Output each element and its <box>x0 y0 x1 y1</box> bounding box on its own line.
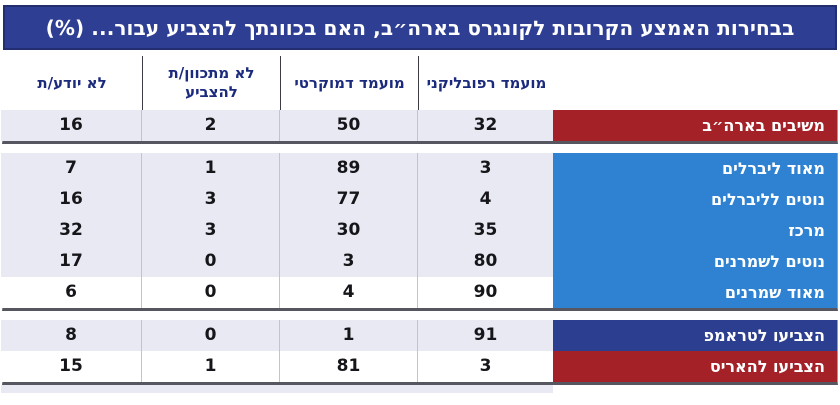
value-cell: 32 <box>1 215 141 246</box>
value-cell: 91 <box>417 320 553 351</box>
value-cell: 8 <box>1 320 141 351</box>
row-label: מאוד ליברלים <box>553 153 837 184</box>
value-cell: 7 <box>1 153 141 184</box>
value-cell: 89 <box>279 153 417 184</box>
table-row: נוטים לליברלים 4 77 3 16 <box>1 184 837 215</box>
header-republican-candidate: מועמד רפובליקני <box>418 56 554 110</box>
table-row: מרכז 35 30 3 32 <box>1 215 837 246</box>
table-row: מאוד ליברלים 3 89 1 7 <box>1 153 837 184</box>
bottom-stripe <box>1 385 553 393</box>
value-cell: 50 <box>279 110 417 141</box>
value-cell: 4 <box>279 277 417 308</box>
row-label: מאוד שמרנים <box>553 277 837 308</box>
row-label: נוטים לליברלים <box>553 184 837 215</box>
table-row: נוטים לשמרנים 80 3 0 17 <box>1 246 837 277</box>
header-spacer <box>554 56 838 110</box>
value-cell: 3 <box>141 215 279 246</box>
value-cell: 17 <box>1 246 141 277</box>
value-cell: 1 <box>141 351 279 382</box>
value-cell: 0 <box>141 320 279 351</box>
value-cell: 1 <box>279 320 417 351</box>
value-cell: 4 <box>417 184 553 215</box>
header-not-intending-to-vote: לא מתכוון/ת להצביע <box>142 56 280 110</box>
header-row: מועמד רפובליקני מועמד דמוקרטי לא מתכוון/… <box>2 56 838 110</box>
value-cell: 16 <box>1 110 141 141</box>
title-bar: בבחירות האמצע הקרובות לקונגרס בארה״ב, הא… <box>3 5 837 50</box>
bottom-strip-spacer <box>553 385 837 393</box>
value-cell: 1 <box>141 153 279 184</box>
value-cell: 3 <box>417 153 553 184</box>
value-cell: 32 <box>417 110 553 141</box>
table-row: הצביעו לטראמפ 91 1 0 8 <box>1 320 837 351</box>
table-row: מאוד שמרנים 90 4 0 6 <box>1 277 837 308</box>
row-label: מרכז <box>553 215 837 246</box>
header-democratic-candidate: מועמד דמוקרטי <box>280 56 418 110</box>
value-cell: 2 <box>141 110 279 141</box>
value-cell: 0 <box>141 246 279 277</box>
table-row: משיבים בארה״ב 32 50 2 16 <box>1 110 837 141</box>
table-block: הצביעו לטראמפ 91 1 0 8 הצביעו להאריס 3 81 1 15 <box>1 320 838 385</box>
bottom-strip-row <box>1 385 837 393</box>
value-cell: 0 <box>141 277 279 308</box>
value-cell: 3 <box>141 184 279 215</box>
row-label: נוטים לשמרנים <box>553 246 837 277</box>
table-block: משיבים בארה״ב 32 50 2 16 <box>1 110 838 144</box>
value-cell: 80 <box>417 246 553 277</box>
value-cell: 16 <box>1 184 141 215</box>
table-block: מאוד ליברלים 3 89 1 7 נוטים לליברלים 4 77 3 16 מרכ… <box>1 153 838 311</box>
value-cell: 90 <box>417 277 553 308</box>
header-dont-know: לא יודע/ת <box>37 73 107 92</box>
value-cell: 30 <box>279 215 417 246</box>
row-label: הצביעו לטראמפ <box>553 320 837 351</box>
value-cell: 15 <box>1 351 141 382</box>
value-cell: 81 <box>279 351 417 382</box>
value-cell: 3 <box>417 351 553 382</box>
row-label: משיבים בארה״ב <box>553 110 837 141</box>
value-cell: 3 <box>279 246 417 277</box>
row-label: הצביעו להאריס <box>553 351 837 382</box>
table-row: הצביעו להאריס 3 81 1 15 <box>1 351 837 382</box>
value-cell: 6 <box>1 277 141 308</box>
table-body: משיבים בארה״ב 32 50 2 16 מאוד ליברלים 3 89 1 7 נוט… <box>1 110 838 385</box>
table-title: בבחירות האמצע הקרובות לקונגרס בארה״ב, הא… <box>45 15 795 40</box>
value-cell: 35 <box>417 215 553 246</box>
survey-table: מועמד רפובליקני מועמד דמוקרטי לא מתכוון/… <box>1 56 838 393</box>
value-cell: 77 <box>279 184 417 215</box>
